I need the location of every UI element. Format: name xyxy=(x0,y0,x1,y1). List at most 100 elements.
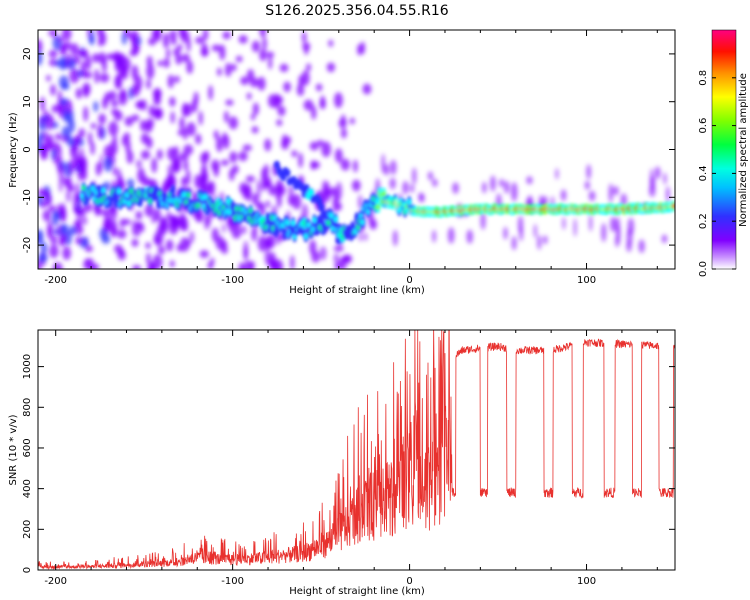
spectrogram-leak-cell xyxy=(56,224,62,238)
spectrogram-noise-cell xyxy=(229,151,238,163)
spectrogram-noise-cell xyxy=(111,100,119,108)
spectrogram-leak-cell xyxy=(613,186,619,196)
spectrogram-noise-cell xyxy=(64,231,72,246)
snr-x-ticks: -200 -100 0 100 xyxy=(44,330,658,587)
spectrogram-ridge-cell xyxy=(381,190,386,197)
spectrogram-leak-cell xyxy=(480,211,486,230)
spectrogram-noise-cell xyxy=(75,87,83,99)
spectrogram-leak-cell xyxy=(617,225,621,244)
spectrogram-noise-cell xyxy=(202,30,209,41)
spectrogram-leak-cell xyxy=(136,159,142,169)
spectrogram-noise-cell xyxy=(186,239,191,249)
spectrogram-leak-cell xyxy=(116,168,122,187)
spectrogram-noise-cell xyxy=(48,30,53,36)
spectrogram-noise-cell xyxy=(279,63,289,73)
spectrogram-leak-cell xyxy=(499,178,505,188)
spectrogram-ridge-cell xyxy=(265,215,270,222)
spectrogram-branch-cell xyxy=(307,188,314,197)
spectrogram-leak-cell xyxy=(99,153,104,172)
spectrogram-noise-cell xyxy=(88,131,93,146)
spectrogram-noise-cell xyxy=(49,244,59,259)
spectrogram-ridge-cell xyxy=(203,193,208,200)
x-tick-label: 100 xyxy=(577,576,596,587)
spectrogram-noise-cell xyxy=(162,32,170,49)
spectrogram-x-ticks: -200 -100 0 100 xyxy=(44,30,658,286)
spectrogram-leak-cell xyxy=(601,222,607,243)
spectrogram-noise-cell xyxy=(309,239,317,256)
spectrogram-leak-cell xyxy=(131,219,136,237)
spectrogram-leak-cell xyxy=(550,196,555,207)
spectrogram-noise-cell xyxy=(131,36,137,48)
spectrogram-noise-cell xyxy=(108,121,119,137)
spectrogram-leak-cell xyxy=(584,180,590,190)
spectrogram-noise-cell xyxy=(186,122,196,137)
x-tick-label: -100 xyxy=(221,576,244,587)
spectrogram-leak-cell xyxy=(80,155,88,173)
spectrogram-leak-cell xyxy=(240,225,247,235)
spectrogram-cells xyxy=(38,30,675,269)
spectrogram-leak-cell xyxy=(242,185,247,200)
spectrogram-y-ticks: -20 -10 0 10 20 xyxy=(22,48,675,253)
spectrogram-leak-cell xyxy=(418,192,423,203)
spectrogram-noise-cell xyxy=(173,145,179,158)
spectrogram-noise-cell xyxy=(166,48,171,59)
spectrogram-noise-cell xyxy=(222,31,231,40)
spectrogram-leak-cell xyxy=(76,197,81,211)
y-tick-label: 10 xyxy=(22,95,33,108)
spectrogram-noise-cell xyxy=(183,160,189,171)
spectrogram-ridge-cell xyxy=(285,219,290,226)
spectrogram-y-label: Frequency (Hz) xyxy=(8,112,19,188)
spectrogram-leak-cell xyxy=(68,159,74,176)
spectrogram-leak-cell xyxy=(533,224,537,238)
spectrogram-noise-cell xyxy=(70,43,79,56)
figure-title: S126.2025.356.04.55.R16 xyxy=(265,3,448,19)
spectrogram-leak-cell xyxy=(626,240,632,253)
spectrogram-leak-cell xyxy=(511,236,517,251)
spectrogram-noise-cell xyxy=(59,44,66,55)
spectrogram-noise-cell xyxy=(140,133,149,145)
colorbar-ticks: 0.0 0.2 0.4 0.6 0.8 xyxy=(698,70,736,277)
spectrogram-ridge xyxy=(79,160,675,245)
spectrogram-noise-cell xyxy=(113,110,123,122)
spectrogram-ridge-cell xyxy=(227,208,232,215)
spectrogram-noise-cell xyxy=(84,245,93,253)
spectrogram-ridge-cell xyxy=(326,219,331,226)
spectrogram-noise-cell xyxy=(186,60,194,74)
spectrogram-leak-cell xyxy=(482,181,487,194)
spectrogram-noise-cell xyxy=(153,107,162,120)
spectrogram-noise-cell xyxy=(167,74,174,89)
y-tick-label: 0 xyxy=(22,146,33,152)
spectrogram-noise-cell xyxy=(340,158,350,171)
spectrogram-noise-cell xyxy=(195,133,202,145)
spectrogram-noise-cell xyxy=(157,245,166,255)
spectrogram-noise-cell xyxy=(131,238,139,248)
spectrogram-noise-cell xyxy=(224,62,232,77)
colorbar: 0.0 0.2 0.4 0.6 0.8 Normalized spectral ampl… xyxy=(698,29,749,277)
spectrogram-branch-cell xyxy=(284,168,291,177)
spectrogram-noise-cell xyxy=(58,104,65,119)
colorbar-label: Normalized spectral amplitude xyxy=(738,73,749,227)
spectrogram-ridge-cell xyxy=(376,203,381,210)
spectrogram-ridge-cell xyxy=(329,212,334,219)
spectrogram-noise-cell xyxy=(124,116,134,127)
x-tick-label: -100 xyxy=(221,275,244,286)
spectrogram-noise-cell xyxy=(240,76,249,85)
spectrogram-noise-cell xyxy=(251,40,261,53)
spectrogram-noise-cell xyxy=(70,145,76,159)
spectrogram-leak-cell xyxy=(167,170,174,189)
spectrogram-leak-cell xyxy=(541,195,548,206)
spectrogram-noise-cell xyxy=(48,205,56,213)
spectrogram-noise-cell xyxy=(270,263,280,269)
spectrogram-leak-cell xyxy=(510,182,518,202)
spectrogram-noise-cell xyxy=(50,235,58,245)
spectrogram-noise-cell xyxy=(65,99,73,114)
spectrogram-leak-cell xyxy=(620,193,627,207)
spectrogram-noise-cell xyxy=(41,142,47,154)
spectrogram-noise-cell xyxy=(55,133,62,141)
spectrogram-noise-cell xyxy=(238,151,248,162)
spectrogram-noise-cell xyxy=(306,63,312,72)
spectrogram-ridge-cell xyxy=(186,191,191,198)
spectrogram-leak-cell xyxy=(151,214,156,224)
spectrogram-noise-cell xyxy=(252,102,259,116)
spectrogram-noise-cell xyxy=(340,128,347,139)
